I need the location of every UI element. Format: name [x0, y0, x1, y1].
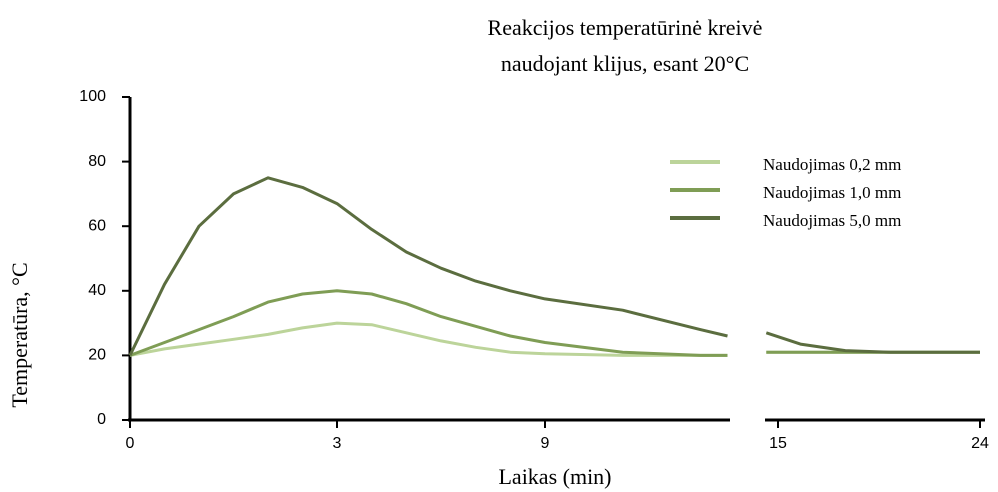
y-tick-label: 20	[88, 347, 106, 364]
x-tick-label: 0	[126, 435, 135, 452]
x-tick-label: 24	[971, 435, 989, 452]
x-tick-label: 15	[769, 435, 787, 452]
x-axis-label: Laikas (min)	[498, 464, 611, 489]
x-tick-label: 3	[333, 435, 342, 452]
y-tick-label: 0	[97, 411, 106, 428]
legend-label: Naudojimas 5,0 mm	[763, 211, 901, 230]
y-tick-label: 60	[88, 217, 106, 234]
y-tick-label: 100	[79, 88, 106, 105]
legend-label: Naudojimas 0,2 mm	[763, 155, 901, 174]
chart-title: naudojant klijus, esant 20°C	[501, 51, 749, 76]
y-tick-label: 40	[88, 282, 106, 299]
chart-title: Reakcijos temperatūrinė kreivė	[488, 15, 763, 40]
x-tick-label: 9	[541, 435, 550, 452]
series-line	[128, 176, 980, 357]
y-axis-label: Temperatūra, °C	[7, 262, 32, 407]
y-tick-label: 80	[88, 153, 106, 170]
legend-label: Naudojimas 1,0 mm	[763, 183, 901, 202]
